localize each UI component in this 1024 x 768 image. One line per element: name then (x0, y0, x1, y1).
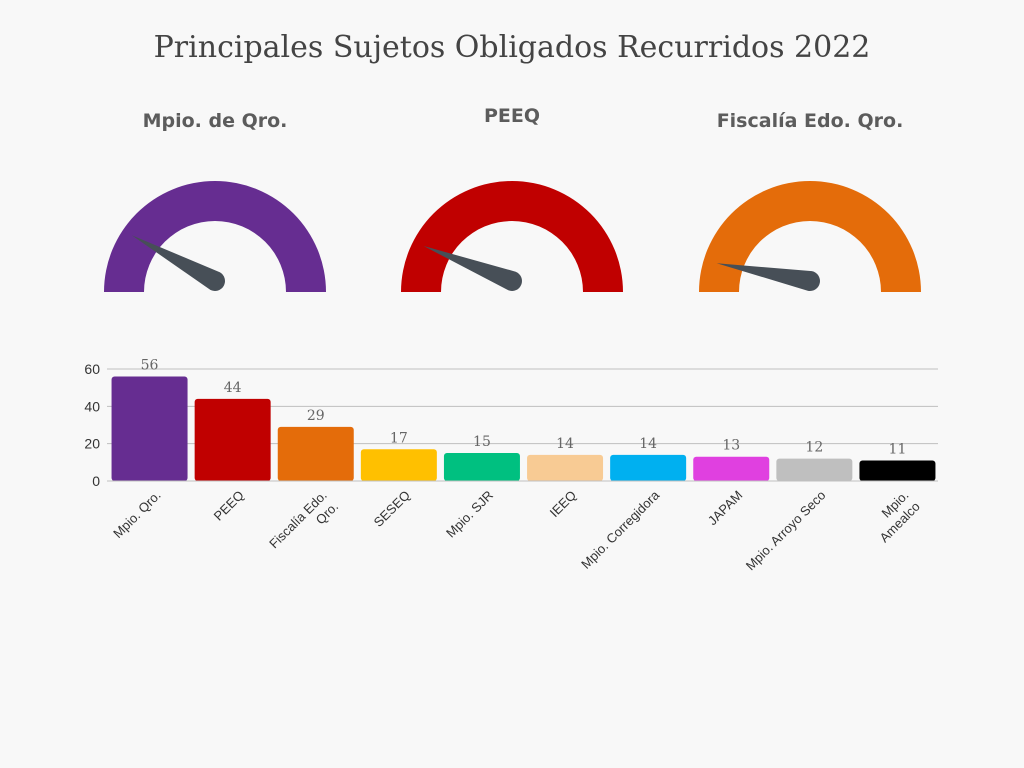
data-label: 15 (473, 434, 491, 450)
gauge-title-1: Mpio. de Qro. (142, 110, 288, 132)
data-label: 14 (556, 436, 574, 452)
gauge-needle-3 (716, 263, 820, 291)
bar (610, 454, 687, 481)
y-tick-label: 0 (92, 473, 100, 489)
data-label: 29 (307, 408, 325, 424)
gauge-title-3: Fiscalía Edo. Qro. (716, 110, 904, 132)
category-label: Mpio. Qro. (110, 488, 164, 542)
category-label: Mpio. Corregidora (578, 487, 663, 572)
y-tick-label: 40 (84, 398, 100, 414)
y-tick-label: 20 (84, 436, 100, 452)
chart-title: Principales Sujetos Obligados Recurridos… (153, 30, 871, 65)
category-label: Fiscalía Edo.Qro. (266, 488, 341, 563)
category-label: IEEQ (547, 488, 580, 521)
gauge-arc-3 (699, 181, 921, 292)
category-label: Mpio. Arroyo Seco (743, 488, 829, 574)
bar (527, 454, 604, 481)
category-label: PEEQ (211, 488, 247, 524)
bar (277, 426, 354, 481)
data-label: 13 (722, 438, 740, 454)
gauges-svg (104, 181, 921, 292)
bar (111, 376, 188, 481)
data-label: 14 (639, 436, 657, 452)
gauge-arc-1 (104, 181, 326, 292)
data-label: 12 (805, 440, 823, 456)
data-label: 17 (390, 430, 408, 446)
bar (443, 453, 520, 481)
gauge-arc-2 (401, 181, 623, 292)
gauge-needle-1 (131, 235, 225, 291)
gauge-title-2: PEEQ (483, 105, 541, 127)
category-label: SESEQ (371, 488, 413, 530)
bar (859, 460, 936, 481)
category-label: JAPAM (705, 488, 746, 529)
gauge-needle-2 (423, 246, 522, 291)
bar (693, 456, 770, 481)
y-tick-label: 60 (84, 361, 100, 377)
data-label: 44 (224, 380, 242, 396)
data-label: 56 (141, 357, 159, 373)
bar (776, 458, 853, 481)
category-label: Mpio. SJR (443, 488, 496, 541)
bar (360, 449, 437, 481)
bar (194, 398, 271, 481)
category-label: Mpio.Amealco (865, 488, 923, 546)
data-label: 11 (889, 441, 907, 457)
